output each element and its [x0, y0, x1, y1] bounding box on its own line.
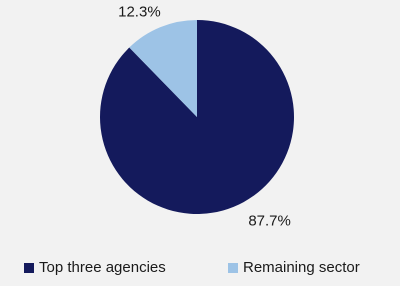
pie-slice	[129, 20, 197, 117]
legend-swatch	[24, 263, 34, 273]
value-label: 87.7%	[248, 213, 291, 230]
legend-label: Remaining sector	[243, 259, 360, 276]
value-label: 12.3%	[118, 3, 161, 20]
legend-swatch	[228, 263, 238, 273]
pie-slice	[99, 20, 294, 215]
legend-label: Top three agencies	[39, 259, 166, 276]
